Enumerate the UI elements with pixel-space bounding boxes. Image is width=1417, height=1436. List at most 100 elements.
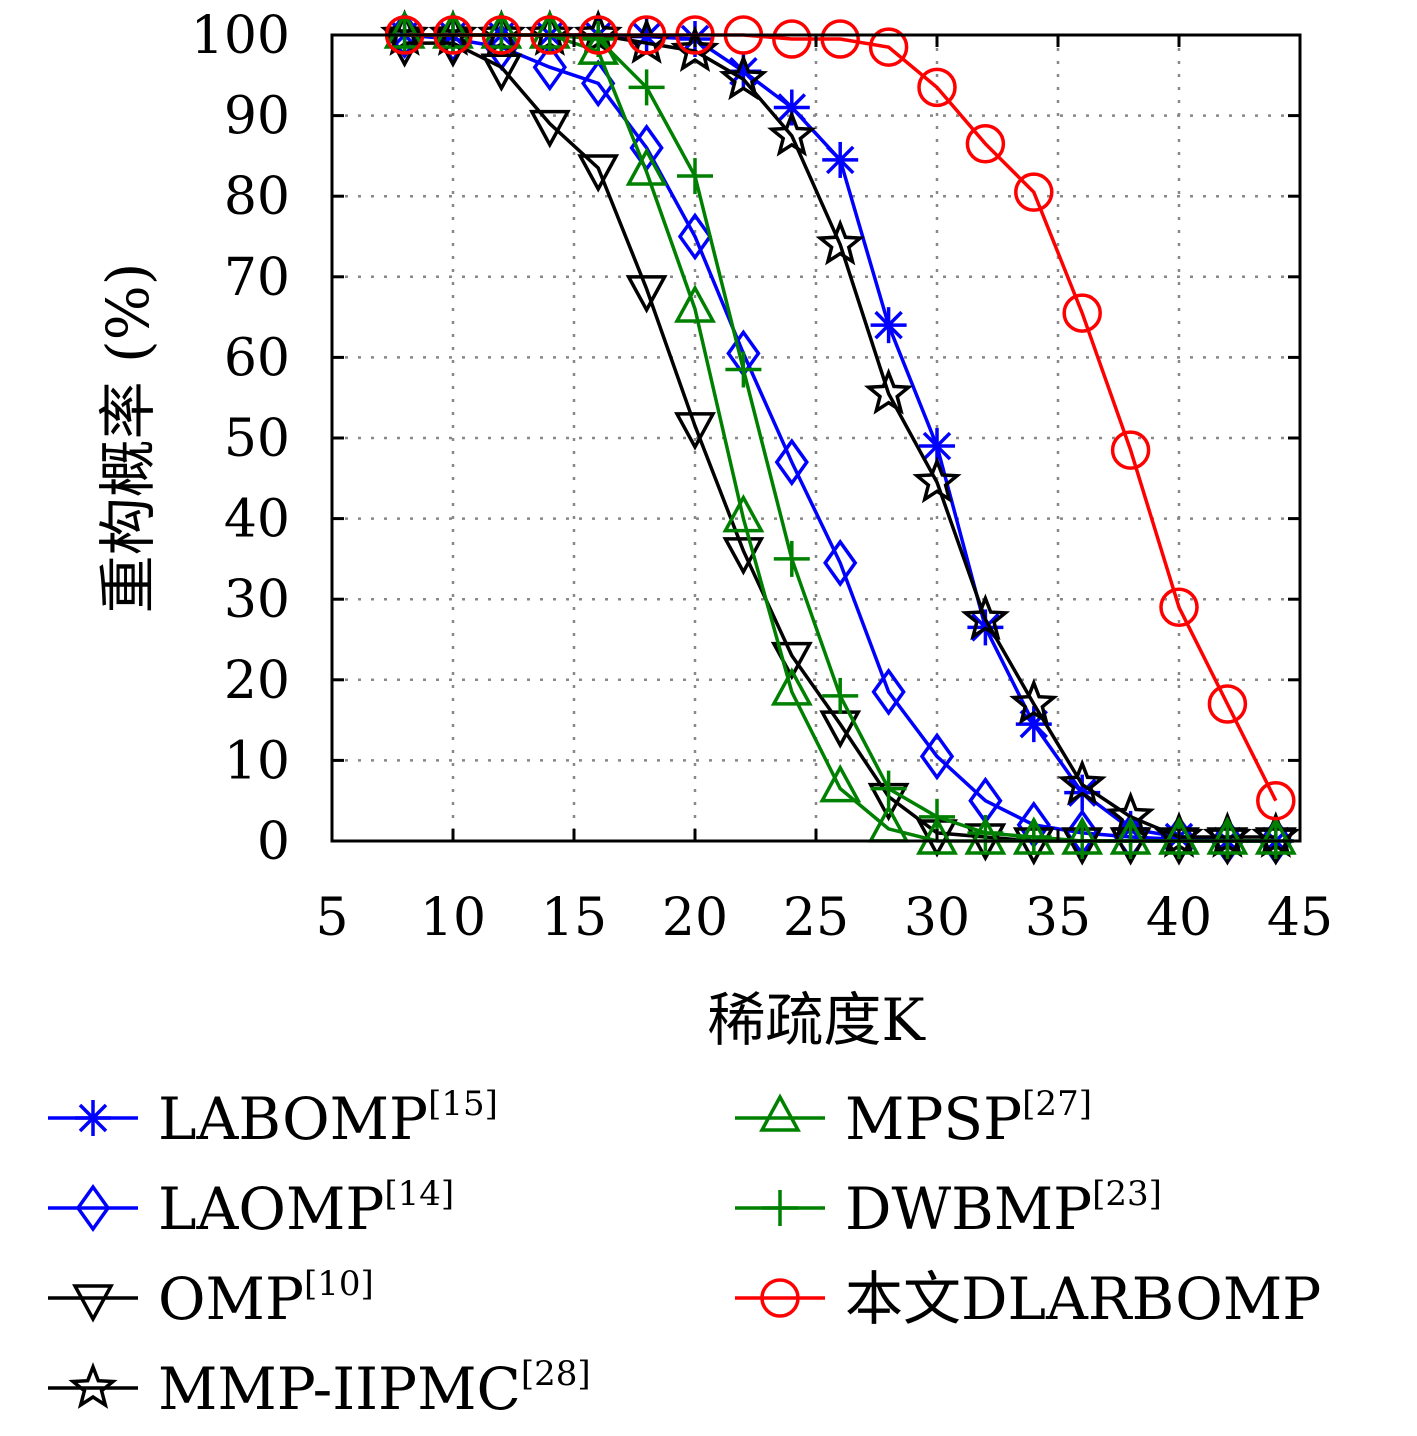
grid	[332, 35, 1300, 841]
y-tick-label: 20	[224, 651, 290, 711]
x-tick-label: 40	[1146, 888, 1212, 948]
y-tick-label: 50	[224, 409, 290, 469]
data-point	[1057, 758, 1107, 806]
legend-name: LAOMP	[158, 1175, 384, 1243]
data-point	[960, 593, 1011, 641]
legend-entry: 本文DLARBOMP	[735, 1265, 1321, 1333]
data-point	[823, 538, 858, 587]
data-point	[917, 67, 957, 108]
data-point	[722, 493, 765, 533]
data-point	[819, 763, 862, 803]
x-tick-label: 35	[1025, 888, 1091, 948]
legend-reference: [10]	[304, 1264, 374, 1304]
x-tick-label: 10	[420, 888, 486, 948]
legend-name: 本文DLARBOMP	[845, 1265, 1321, 1333]
data-point	[1062, 293, 1102, 333]
data-point	[480, 53, 523, 92]
data-point	[868, 27, 909, 67]
data-point	[577, 154, 620, 193]
legend-name: DWBMP	[845, 1175, 1092, 1243]
legend-entry: DWBMP[23]	[735, 1174, 1162, 1243]
data-point	[822, 677, 859, 714]
data-point	[580, 21, 617, 58]
data-point	[1159, 587, 1199, 628]
legend-name: MMP-IIPMC	[158, 1355, 521, 1423]
data-point	[820, 19, 860, 59]
data-point	[964, 816, 1007, 855]
legend-reference: [28]	[521, 1354, 591, 1394]
y-tick-label: 70	[224, 248, 290, 308]
legend-label: OMP[10]	[158, 1264, 374, 1333]
data-point	[770, 667, 813, 706]
legend-entry: MPSP[27]	[735, 1084, 1092, 1153]
data-point	[725, 351, 762, 388]
axis-ticks: 5 10 15 20 25 30 35 40 45 0 10 20 30 40 50 60 70 80 90 100	[191, 6, 1333, 948]
data-point	[863, 367, 914, 415]
data-point	[625, 147, 668, 186]
data-point	[677, 212, 713, 261]
legend-label: LAOMP[14]	[158, 1174, 454, 1243]
data-point	[822, 141, 859, 178]
y-tick-label: 60	[224, 328, 290, 388]
data-point	[767, 109, 817, 157]
data-point	[1014, 172, 1054, 212]
x-tick-label: 15	[541, 888, 607, 948]
legend-entry: MMP-IIPMC[28]	[48, 1354, 591, 1423]
x-tick-label: 25	[783, 888, 849, 948]
data-point	[674, 284, 716, 323]
data-point	[919, 798, 955, 835]
data-point	[1207, 684, 1248, 724]
data-point	[718, 53, 769, 101]
series-mmp-iipmc	[379, 9, 1301, 858]
data-point	[532, 43, 567, 92]
data-point	[870, 770, 907, 807]
data-point	[965, 124, 1006, 164]
legend-reference: [27]	[1022, 1084, 1092, 1124]
y-tick-label: 100	[191, 6, 290, 66]
y-tick-label: 10	[224, 731, 290, 791]
data-point	[528, 109, 571, 149]
legend: LABOMP[15]LAOMP[14]OMP[10]MMP-IIPMC[28]M…	[48, 1084, 1321, 1423]
x-tick-label: 45	[1267, 888, 1333, 948]
y-tick-label: 40	[224, 490, 290, 550]
y-tick-label: 30	[224, 570, 290, 630]
x-axis-label: 稀疏度K	[707, 986, 926, 1054]
data-point	[870, 307, 907, 344]
data-point	[916, 816, 958, 855]
x-tick-label: 5	[315, 888, 348, 948]
legend-label: DWBMP[23]	[845, 1174, 1162, 1243]
data-point	[967, 814, 1004, 851]
data-point	[1015, 818, 1052, 855]
data-point	[919, 732, 955, 781]
legend-reference: [23]	[1092, 1174, 1162, 1214]
legend-marker	[68, 1362, 118, 1409]
legend-label: MMP-IIPMC[28]	[158, 1354, 591, 1423]
y-tick-label: 90	[224, 87, 290, 147]
data-point	[625, 275, 668, 314]
data-point	[919, 428, 955, 465]
data-point	[774, 438, 809, 487]
y-tick-label: 0	[257, 812, 290, 872]
legend-marker	[75, 1100, 111, 1136]
legend-marker	[762, 1190, 798, 1226]
x-tick-label: 30	[904, 888, 970, 948]
data-point	[773, 540, 810, 577]
legend-label: LABOMP[15]	[158, 1084, 498, 1153]
legend-reference: [14]	[384, 1174, 454, 1214]
legend-marker	[72, 1284, 114, 1323]
data-point	[677, 158, 713, 195]
data-point	[871, 667, 906, 716]
legend-marker	[75, 1183, 111, 1233]
y-tick-label: 80	[224, 167, 290, 227]
data-point	[674, 412, 716, 451]
data-point	[1256, 780, 1296, 821]
legend-name: LABOMP	[158, 1085, 428, 1153]
x-tick-label: 20	[662, 888, 728, 948]
legend-marker	[759, 1093, 801, 1132]
data-point	[912, 456, 962, 504]
y-axis-label: 重构概率 (%)	[94, 263, 162, 614]
legend-name: MPSP	[845, 1085, 1022, 1153]
data-point	[1110, 430, 1151, 470]
legend-label: 本文DLARBOMP	[845, 1265, 1321, 1333]
